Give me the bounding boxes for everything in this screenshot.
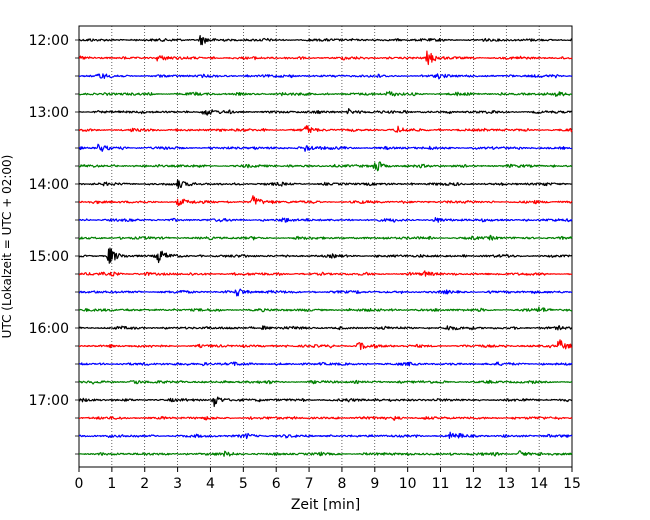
x-tick-label: 10	[399, 476, 417, 492]
x-tick-label: 0	[75, 476, 84, 492]
trace-1600	[78, 325, 573, 331]
y-tick-label: 17:00	[29, 393, 69, 409]
y-tick-label: 14:00	[29, 177, 69, 193]
trace-1700	[78, 396, 573, 408]
trace-1300	[78, 108, 573, 116]
trace-1515	[78, 270, 573, 277]
trace-1500	[78, 247, 573, 264]
plot-frame	[78, 25, 573, 468]
x-tick-label: 4	[206, 476, 215, 492]
trace-1345	[78, 161, 573, 172]
x-tick-label: 3	[173, 476, 182, 492]
x-axis-label: Zeit [min]	[291, 497, 360, 513]
trace-1615	[78, 339, 573, 351]
y-axis: 12:00 13:00 14:00 15:00 16:00 17:00	[29, 33, 79, 455]
x-tick-label: 8	[337, 476, 346, 492]
trace-1415	[78, 195, 573, 207]
trace-1630	[78, 361, 573, 367]
x-tick-label: 15	[563, 476, 581, 492]
trace-1200	[78, 34, 573, 46]
trace-1715	[78, 415, 573, 421]
trace-1445	[78, 234, 573, 241]
seismic-traces	[78, 34, 573, 457]
y-tick-label: 12:00	[29, 33, 69, 49]
x-tick-label: 5	[239, 476, 248, 492]
trace-1330	[78, 143, 573, 152]
trace-1315	[78, 125, 573, 134]
x-axis: 0 1 2 3 4 5 6 7 8 9 10 11 12 13 14 15	[75, 467, 581, 492]
trace-1745	[78, 450, 573, 457]
y-axis-label: UTC (Lokalzeit = UTC + 02:00)	[0, 155, 14, 339]
trace-1530	[78, 288, 573, 297]
trace-1245	[78, 90, 573, 97]
y-tick-label: 13:00	[29, 105, 69, 121]
x-tick-label: 13	[497, 476, 515, 492]
x-tick-label: 12	[464, 476, 482, 492]
trace-1545	[79, 306, 573, 313]
x-tick-label: 7	[305, 476, 314, 492]
plot-area	[78, 25, 573, 468]
y-tick-label: 15:00	[29, 249, 69, 265]
trace-1215	[78, 50, 573, 66]
x-tick-label: 11	[432, 476, 450, 492]
trace-1230	[78, 73, 573, 80]
x-tick-label: 1	[107, 476, 116, 492]
y-tick-label: 16:00	[29, 321, 69, 337]
x-tick-label: 9	[370, 476, 379, 492]
trace-1645	[78, 379, 573, 385]
x-tick-label: 6	[272, 476, 281, 492]
x-tick-label: 14	[530, 476, 548, 492]
trace-1730	[78, 431, 573, 440]
trace-1430	[78, 216, 573, 223]
x-tick-label: 2	[140, 476, 149, 492]
trace-1400	[78, 179, 573, 189]
